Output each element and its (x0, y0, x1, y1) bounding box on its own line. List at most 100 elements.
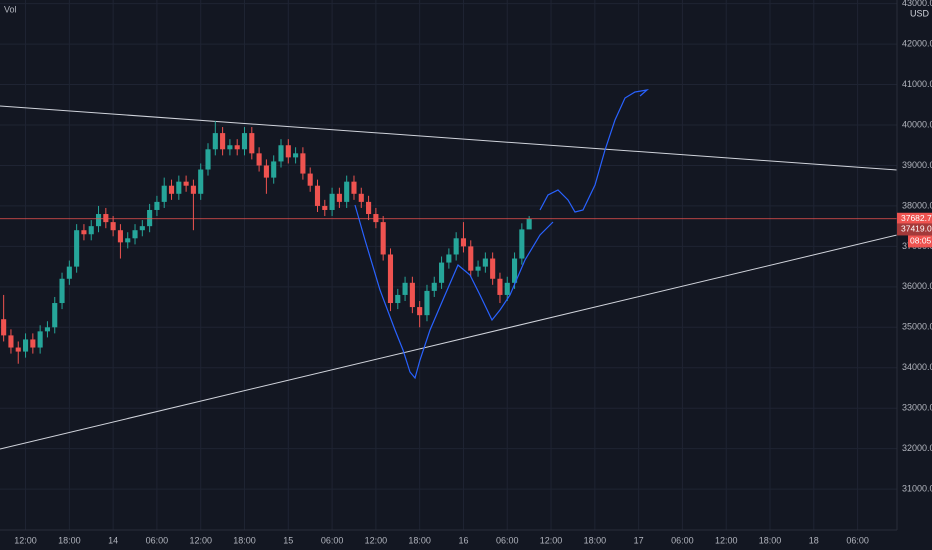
candle-body (161, 185, 167, 202)
x-tick-label: 12:00 (189, 535, 212, 545)
x-tick-label: 18 (809, 535, 819, 545)
candle-body (526, 218, 532, 230)
candle-body (373, 214, 379, 223)
candle-body (409, 282, 415, 308)
candle-body (117, 230, 123, 243)
candle-body (424, 290, 430, 316)
y-tick-label: 39000.00 (902, 160, 932, 170)
volume-label: Vol (4, 4, 17, 14)
grid (0, 0, 897, 530)
x-tick-label: 18:00 (408, 535, 431, 545)
candle-body (88, 226, 94, 235)
x-tick-label: 12:00 (715, 535, 738, 545)
price-tag (897, 223, 932, 236)
y-tick-label: 36000.00 (902, 281, 932, 291)
candle-body (103, 214, 109, 223)
candle-body (511, 258, 518, 283)
candle-body (490, 258, 496, 279)
candle-body (139, 226, 145, 231)
y-tick-label: 41000.00 (902, 79, 932, 89)
x-tick-label: 17 (634, 535, 644, 545)
y-tick-label: 32000.00 (902, 443, 932, 453)
y-tick-label: 43000.00 (902, 0, 932, 8)
candle-body (497, 278, 503, 295)
candle-body (147, 209, 153, 227)
x-tick-label: 12:00 (540, 535, 563, 545)
candle-body (95, 214, 102, 227)
x-tick-label: 18:00 (233, 535, 256, 545)
candle-body (198, 169, 204, 194)
candle-body (154, 201, 160, 210)
candle-body (125, 238, 131, 243)
y-tick-label: 35000.00 (902, 322, 932, 332)
candle-body (453, 238, 459, 255)
candle-body (66, 266, 72, 279)
candle-body (8, 335, 14, 348)
price-tag-label: 37682.71 (901, 213, 932, 223)
candle-body (44, 327, 50, 332)
candle-body (395, 294, 401, 304)
trend-line (0, 234, 898, 450)
candle-body (37, 331, 43, 348)
candle-body (176, 181, 182, 194)
candle-body (1, 319, 7, 336)
candle-body (227, 145, 233, 150)
candle-body (205, 149, 211, 170)
countdown-tag (908, 235, 932, 248)
y-tick-label: 33000.00 (902, 403, 932, 413)
price-tag-label: 37419.08 (901, 224, 932, 234)
candle-body (351, 181, 357, 194)
candle-body (358, 193, 364, 202)
candle-body (417, 307, 423, 316)
candle-body (52, 303, 58, 328)
x-tick-label: 06:00 (496, 535, 519, 545)
candle-body (22, 339, 29, 352)
candle-body (59, 278, 65, 304)
candle-body (168, 185, 175, 194)
y-tick-label: 42000.00 (902, 38, 932, 48)
candle-body (220, 133, 226, 150)
candle-body (504, 282, 510, 295)
candle-body (15, 347, 21, 352)
candle-body (314, 185, 321, 206)
x-tick-label: 12:00 (365, 535, 388, 545)
candle-body (344, 181, 350, 202)
candle-body (307, 173, 313, 186)
countdown-label: 08:05 (910, 236, 932, 246)
candle-body (249, 133, 255, 154)
x-tick-label: 18:00 (584, 535, 607, 545)
candle-body (439, 262, 445, 283)
trend-line (0, 105, 898, 171)
candle-body (446, 254, 452, 263)
price-tag (897, 212, 932, 225)
candle-body (183, 181, 189, 186)
candle-body (81, 230, 87, 235)
drawing-curve (539, 89, 650, 213)
candle-body (519, 229, 525, 259)
candle-body (482, 258, 488, 267)
candles (0, 120, 897, 364)
candle-body (190, 185, 196, 194)
candle-body (241, 133, 248, 150)
x-tick-label: 06:00 (846, 535, 869, 545)
x-tick-label: 18:00 (58, 535, 81, 545)
candle-body (380, 222, 386, 255)
candle-body (132, 230, 138, 239)
x-tick-label: 18:00 (759, 535, 782, 545)
axes: 31000.00 32000.00 33000.00 34000.00 35000.00… (14, 0, 932, 545)
candle-body (460, 238, 467, 247)
drawing-curve (354, 204, 554, 380)
candle-body (366, 201, 372, 215)
candle-body (293, 153, 299, 158)
candle-body (212, 133, 218, 150)
candle-body (278, 145, 284, 162)
x-tick-label: 16 (458, 535, 468, 545)
x-tick-label: 06:00 (671, 535, 694, 545)
currency-label: USD (910, 8, 930, 18)
candle-body (402, 282, 408, 295)
candle-body (300, 153, 306, 174)
price-axis (897, 0, 932, 550)
